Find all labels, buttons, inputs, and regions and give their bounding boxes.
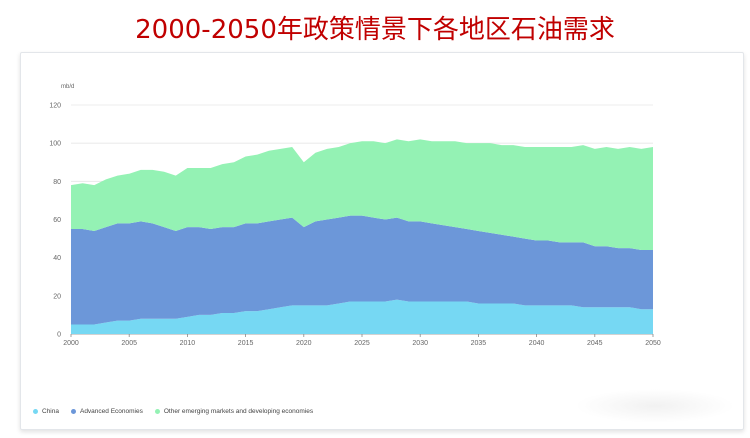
x-tick-label: 2030 <box>412 340 428 347</box>
y-tick-label: 0 <box>57 332 61 339</box>
x-tick-label: 2020 <box>296 340 312 347</box>
y-tick-label: 120 <box>49 103 61 110</box>
y-tick-label: 40 <box>53 255 61 262</box>
y-tick-label: 20 <box>53 293 61 300</box>
x-tick-label: 2050 <box>645 340 661 347</box>
x-tick-label: 2040 <box>529 340 545 347</box>
x-tick-label: 2045 <box>587 340 603 347</box>
legend-item-china[interactable]: China <box>33 408 59 415</box>
legend-swatch-china <box>33 409 38 414</box>
area-series <box>71 139 653 334</box>
x-tick-label: 2015 <box>238 340 254 347</box>
legend-label-advanced: Advanced Economies <box>79 408 143 415</box>
x-tick-label: 2035 <box>471 340 487 347</box>
x-tick-label: 2000 <box>63 340 79 347</box>
x-tick-label: 2025 <box>354 340 370 347</box>
legend-swatch-advanced <box>70 409 76 414</box>
y-tick-label: 60 <box>53 217 61 224</box>
x-tick-label: 2010 <box>180 340 196 347</box>
x-tick-label: 2005 <box>121 340 137 347</box>
area-other-emerging[interactable] <box>71 139 653 251</box>
legend-label-china: China <box>42 408 59 415</box>
y-axis-unit: mb/d <box>61 84 74 90</box>
y-tick-label: 100 <box>49 141 61 148</box>
area-advanced-economies[interactable] <box>71 215 653 325</box>
y-tick-label: 80 <box>53 179 61 186</box>
chart-card: 0 20 40 60 80 100 120 2000 2005 2010 2015 2020 2025 2… <box>20 52 744 430</box>
legend: China Advanced Economies Other emerging … <box>33 408 313 415</box>
legend-item-advanced[interactable]: Advanced Economies <box>70 408 143 415</box>
slide-title: 2000-2050年政策情景下各地区石油需求 <box>135 15 615 45</box>
legend-swatch-other <box>154 409 160 414</box>
legend-item-other[interactable]: Other emerging markets and developing ec… <box>154 408 314 415</box>
watermark-blur <box>575 389 735 423</box>
legend-label-other: Other emerging markets and developing ec… <box>163 408 314 415</box>
area-china[interactable] <box>71 299 653 334</box>
